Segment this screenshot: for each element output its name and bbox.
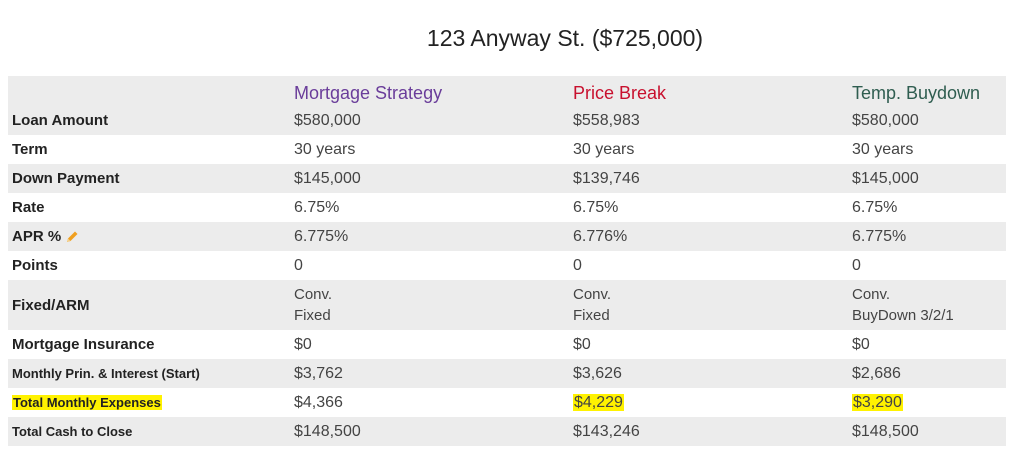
row-label: Term	[12, 141, 48, 158]
cell-value: $580,000	[852, 111, 919, 129]
highlighted-text: $4,229	[573, 393, 624, 411]
cell-value: $148,500	[294, 422, 361, 440]
cell-value: 30 years	[294, 140, 356, 158]
highlighted-text: $3,290	[852, 393, 903, 411]
table-row-fixed-arm: Fixed/ARM Conv. Fixed Conv. Fixed Conv. …	[8, 280, 1006, 330]
row-label: Total Cash to Close	[12, 424, 133, 439]
cell-value-highlighted: $4,229	[569, 388, 848, 417]
cell-value-highlighted: $3,290	[848, 388, 1006, 417]
table-row-cash-to-close: Total Cash to Close $148,500 $143,246 $1…	[8, 417, 1006, 446]
row-label-apr: APR %	[8, 222, 290, 251]
cell-line: BuyDown 3/2/1	[852, 307, 954, 324]
comparison-table: Mortgage Strategy Price Break Temp. Buyd…	[8, 76, 1006, 446]
cell-value: 6.775%	[852, 227, 907, 245]
cell-value: 6.75%	[573, 198, 619, 216]
table-row-mortgage-insurance: Mortgage Insurance $0 $0 $0	[8, 330, 1006, 359]
table-row-apr: APR % 6.775% 6.776% 6.775%	[8, 222, 1006, 251]
column-header-price-break: Price Break	[573, 82, 667, 103]
cell-value: 0	[573, 256, 582, 274]
cell-value: 0	[294, 256, 303, 274]
table-row-total-monthly: Total Monthly Expenses $4,366 $4,229 $3,…	[8, 388, 1006, 417]
table-row-loan-amount: Loan Amount $580,000 $558,983 $580,000	[8, 106, 1006, 135]
row-label: Mortgage Insurance	[12, 336, 155, 353]
row-label-highlighted: Total Monthly Expenses	[8, 388, 290, 417]
row-label: Points	[12, 257, 58, 274]
row-label: Monthly Prin. & Interest (Start)	[12, 366, 200, 381]
cell-value: $558,983	[573, 111, 640, 129]
cell-value: 0	[852, 256, 861, 274]
cell-value: $139,746	[573, 169, 640, 187]
cell-value: $0	[573, 335, 591, 353]
row-label: Loan Amount	[12, 112, 109, 129]
cell-value: $3,626	[573, 364, 622, 382]
table-row-term: Term 30 years 30 years 30 years	[8, 135, 1006, 164]
table-header-row: Mortgage Strategy Price Break Temp. Buyd…	[8, 76, 1006, 106]
column-header-temp-buydown: Temp. Buydown	[852, 82, 981, 103]
cell-value: 6.775%	[294, 227, 349, 245]
cell-value: $0	[852, 335, 870, 353]
table-row-down-payment: Down Payment $145,000 $139,746 $145,000	[8, 164, 1006, 193]
cell-value: Conv. Fixed	[290, 280, 569, 330]
cell-value: $2,686	[852, 364, 901, 382]
cell-value: $145,000	[852, 169, 919, 187]
header-empty-cell	[8, 76, 290, 106]
pencil-icon[interactable]	[64, 229, 80, 245]
table-row-monthly-pi: Monthly Prin. & Interest (Start) $3,762 …	[8, 359, 1006, 388]
cell-value: Conv. Fixed	[569, 280, 848, 330]
cell-value: Conv. BuyDown 3/2/1	[848, 280, 1006, 330]
cell-line: Conv.	[573, 286, 612, 303]
cell-value: $4,366	[294, 393, 343, 411]
cell-value: $580,000	[294, 111, 361, 129]
cell-value: $143,246	[573, 422, 640, 440]
cell-value: 6.776%	[573, 227, 628, 245]
cell-value: 6.75%	[294, 198, 340, 216]
row-label-text: APR %	[12, 227, 62, 245]
table-row-points: Points 0 0 0	[8, 251, 1006, 280]
row-label: Fixed/ARM	[12, 296, 90, 314]
cell-value: $148,500	[852, 422, 919, 440]
cell-value: 30 years	[852, 140, 914, 158]
row-label: Rate	[12, 199, 45, 216]
cell-value: $145,000	[294, 169, 361, 187]
cell-line: Fixed	[294, 307, 331, 324]
cell-value: $0	[294, 335, 312, 353]
cell-value: $3,762	[294, 364, 343, 382]
page-title: 123 Anyway St. ($725,000)	[426, 25, 704, 51]
column-header-mortgage-strategy: Mortgage Strategy	[294, 82, 443, 103]
row-label: Down Payment	[12, 170, 120, 187]
cell-value: 30 years	[573, 140, 635, 158]
highlighted-text: Total Monthly Expenses	[12, 395, 162, 410]
table-row-rate: Rate 6.75% 6.75% 6.75%	[8, 193, 1006, 222]
cell-line: Conv.	[852, 286, 891, 303]
cell-value: 6.75%	[852, 198, 898, 216]
cell-line: Fixed	[573, 307, 610, 324]
cell-line: Conv.	[294, 286, 333, 303]
